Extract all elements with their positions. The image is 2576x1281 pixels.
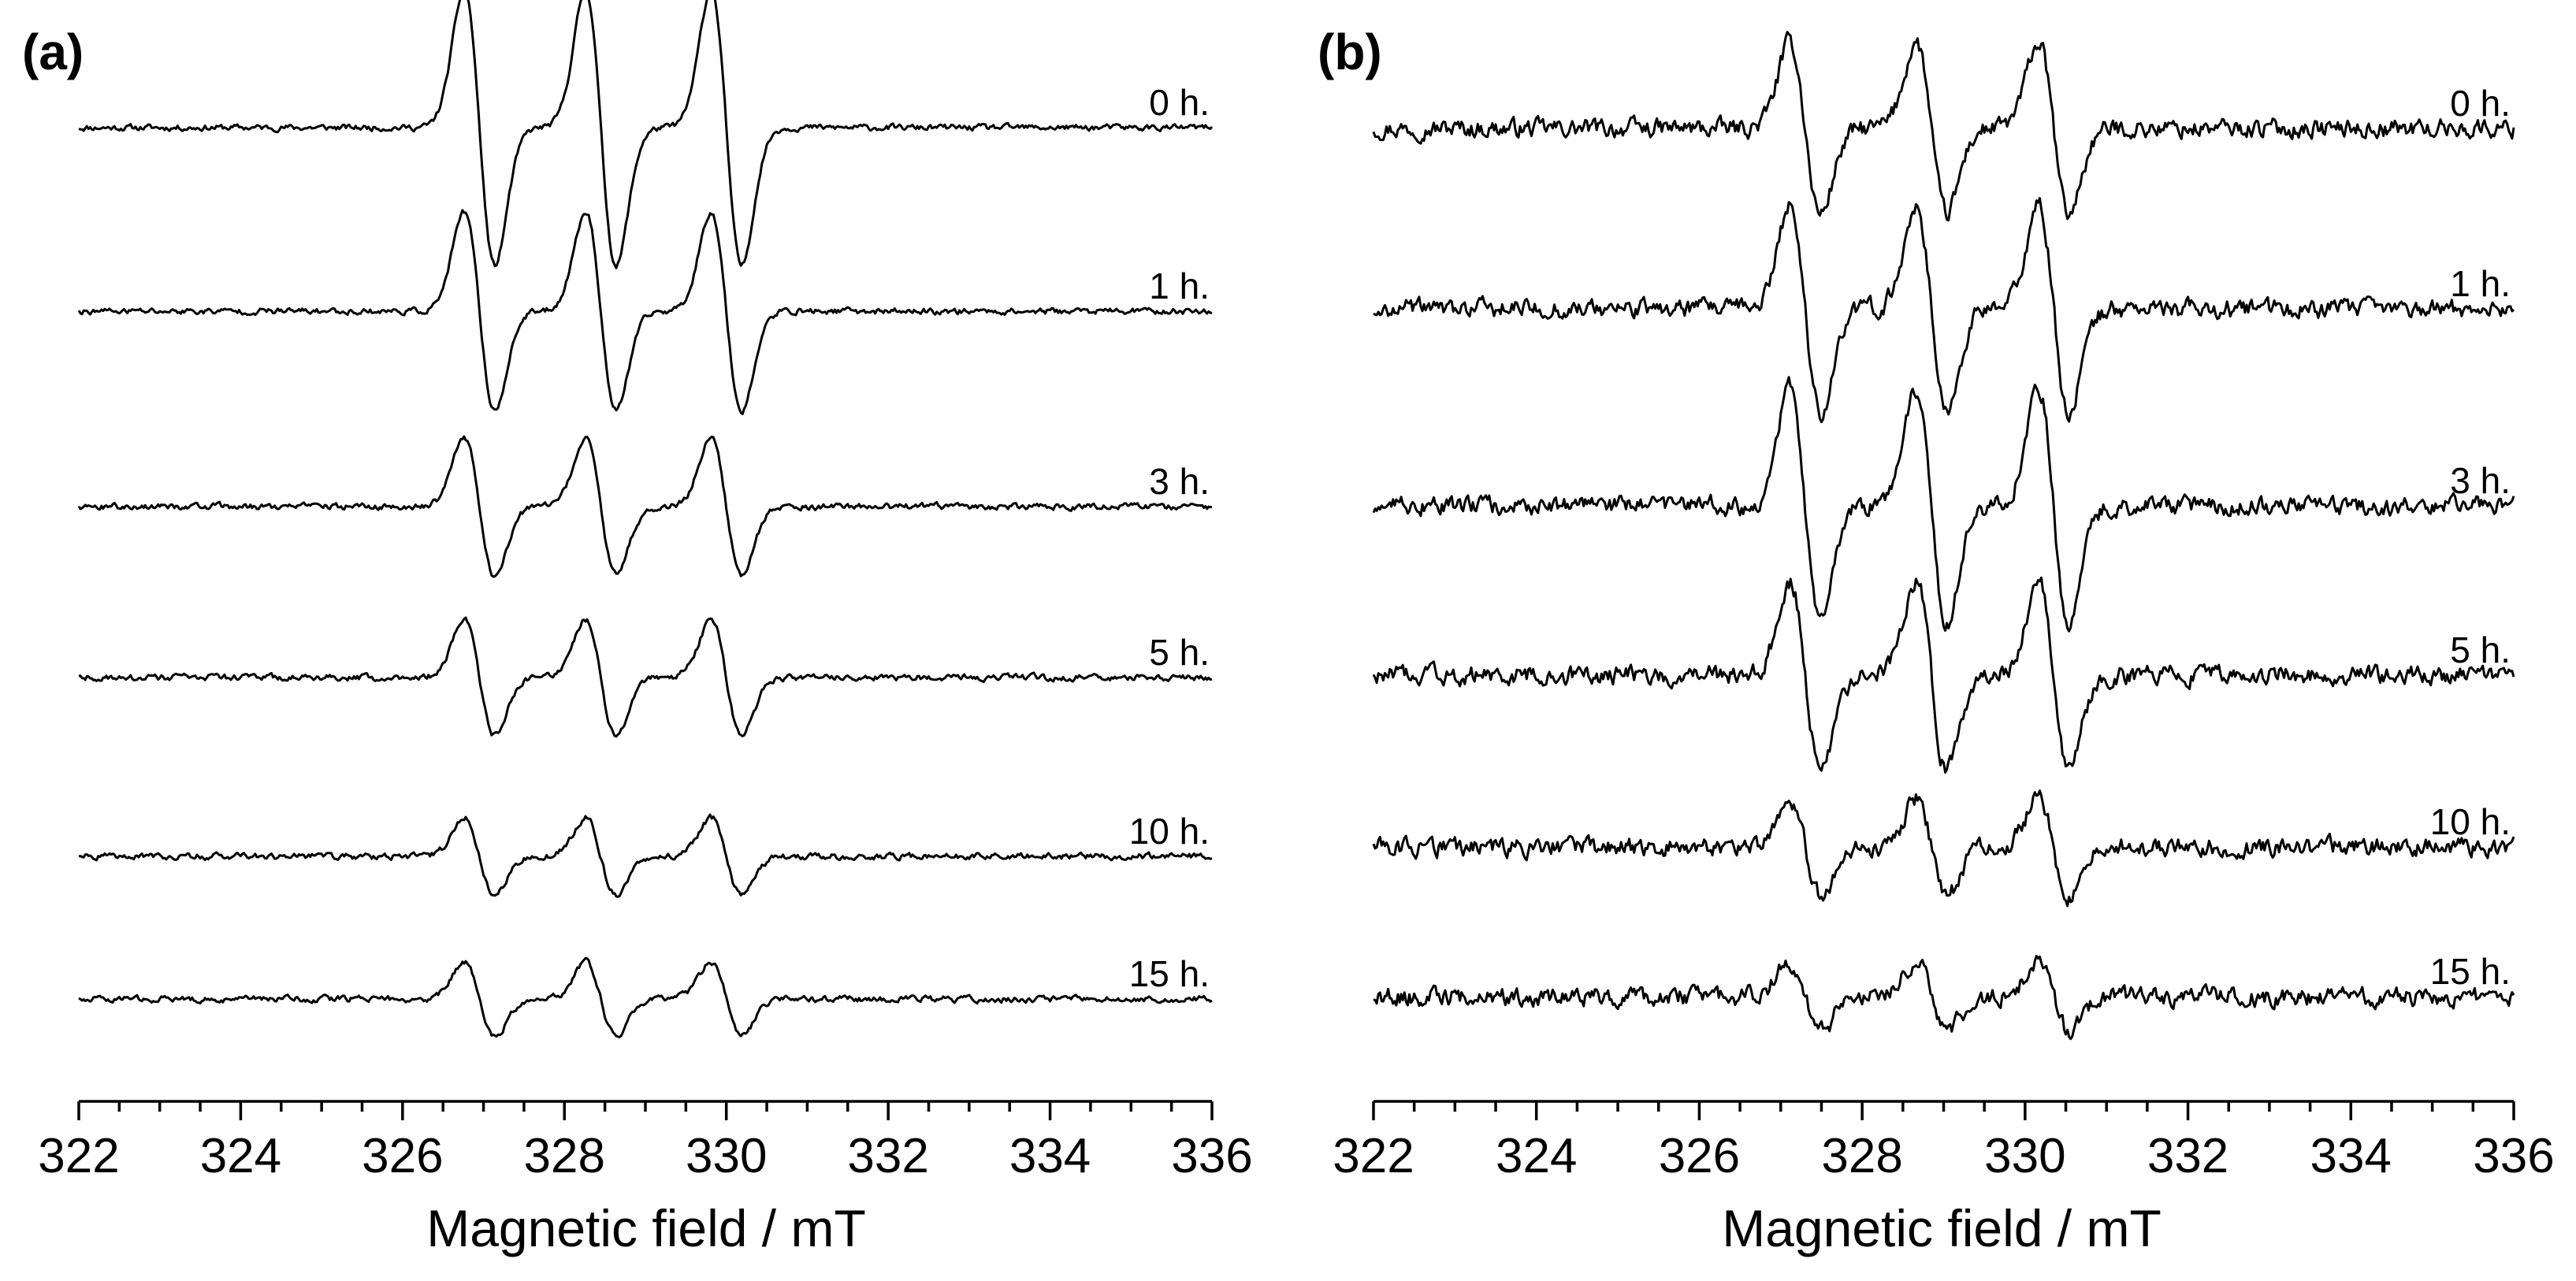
trace-label: 15 h. xyxy=(2430,951,2511,992)
spectrum-trace-0h xyxy=(1372,31,2515,222)
x-tick-label: 334 xyxy=(2310,1129,2392,1183)
panel-a-x-axis: 322 324 326 328 330 332 334 336 xyxy=(38,1100,1253,1183)
x-tick-label: 330 xyxy=(1984,1129,2065,1183)
trace-label: 10 h. xyxy=(2430,801,2511,842)
spectrum-trace-15h xyxy=(1373,955,2515,1041)
spectrum-trace-0h xyxy=(78,0,1214,269)
x-tick-label: 330 xyxy=(686,1129,767,1183)
trace-label: 15 h. xyxy=(1129,953,1210,994)
panel-b-x-axis: 322 324 326 328 330 332 334 336 xyxy=(1333,1100,2555,1183)
x-tick-label: 322 xyxy=(38,1129,119,1183)
trace-label: 5 h. xyxy=(1149,632,1210,673)
trace-label: 3 h. xyxy=(1149,461,1210,502)
x-tick-label: 326 xyxy=(362,1129,443,1183)
spectrum-trace-10h xyxy=(78,813,1213,898)
trace-label: 10 h. xyxy=(1129,811,1210,852)
x-tick-label: 332 xyxy=(847,1129,928,1183)
x-tick-label: 336 xyxy=(2473,1129,2554,1183)
panel-a: (a) 0 h. 1 h. 3 h. 5 h. 10 h. 15 h. 322 324 326… xyxy=(22,0,1253,1257)
panel-b-traces: 0 h. 1 h. 3 h. 5 h. 10 h. 15 h. xyxy=(1372,31,2515,1041)
spectrum-trace-10h xyxy=(1372,789,2515,908)
panel-a-label: (a) xyxy=(22,24,84,80)
trace-label: 5 h. xyxy=(2450,629,2511,670)
panel-a-x-axis-title: Magnetic field / mT xyxy=(426,1199,866,1257)
trace-label: 3 h. xyxy=(2450,460,2511,501)
x-tick-label: 326 xyxy=(1659,1129,1740,1183)
spectrum-trace-5h xyxy=(1372,576,2515,774)
x-tick-label: 328 xyxy=(1821,1129,1902,1183)
spectrum-trace-1h xyxy=(1373,197,2515,424)
spectrum-trace-3h xyxy=(1372,376,2515,633)
panel-b: (b) 0 h. 1 h. 3 h. 5 h. 10 h. 15 h. 322 324 326… xyxy=(1318,24,2555,1257)
spectrum-trace-15h xyxy=(78,956,1213,1038)
x-tick-label: 324 xyxy=(200,1129,281,1183)
trace-label: 0 h. xyxy=(1149,82,1210,123)
trace-label: 1 h. xyxy=(2450,263,2511,304)
x-tick-label: 332 xyxy=(2147,1129,2228,1183)
spectrum-trace-5h xyxy=(78,616,1213,738)
trace-label: 0 h. xyxy=(2450,83,2511,124)
panel-b-label: (b) xyxy=(1318,24,1382,80)
x-tick-label: 334 xyxy=(1009,1129,1091,1183)
trace-label: 1 h. xyxy=(1149,265,1210,306)
panel-a-traces: 0 h. 1 h. 3 h. 5 h. 10 h. 15 h. xyxy=(77,0,1214,1038)
x-tick-label: 324 xyxy=(1496,1129,1577,1183)
panel-b-x-axis-title: Magnetic field / mT xyxy=(1722,1199,2162,1257)
spectrum-trace-3h xyxy=(77,435,1212,578)
x-tick-label: 328 xyxy=(524,1129,605,1183)
x-tick-label: 322 xyxy=(1333,1129,1414,1183)
x-tick-label: 336 xyxy=(1171,1129,1252,1183)
spectrum-trace-1h xyxy=(77,209,1213,416)
